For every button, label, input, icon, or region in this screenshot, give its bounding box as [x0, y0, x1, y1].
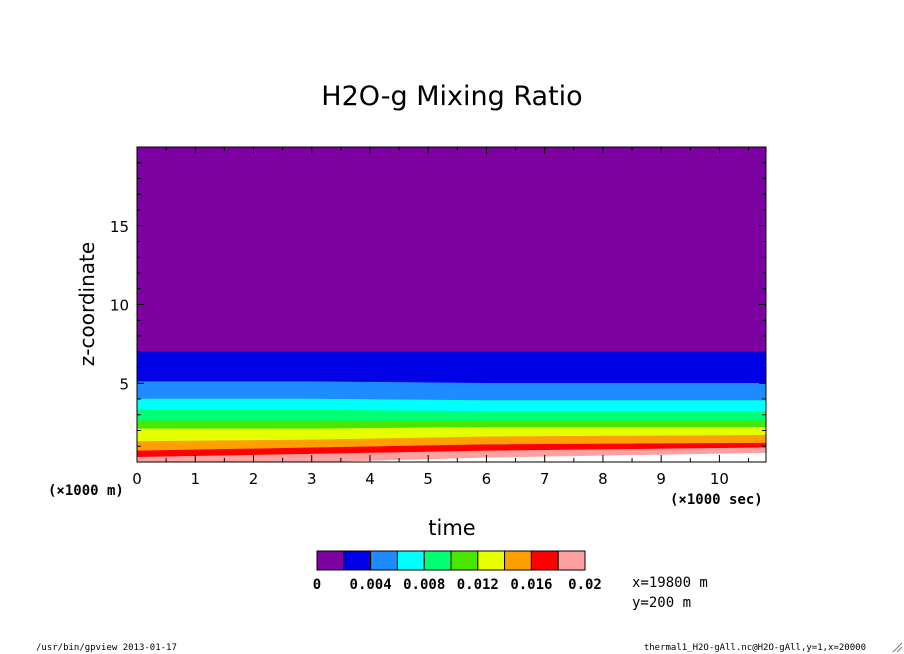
colorbar-swatch	[450, 550, 479, 571]
y-axis-label: z-coordinate	[75, 242, 99, 366]
x-tick-label: 5	[423, 470, 433, 488]
x-tick-label: 4	[365, 470, 375, 488]
x-axis-unit: (×1000 sec)	[670, 492, 763, 508]
chart-title: H2O-g Mixing Ratio	[321, 81, 582, 112]
colorbar-swatch	[477, 550, 506, 571]
y-tick-label: 5	[119, 375, 129, 393]
colorbar-swatch	[316, 550, 345, 571]
x-tick-label: 3	[307, 470, 317, 488]
colorbar-swatch	[396, 550, 425, 571]
x-position-info: x=19800 m	[632, 575, 708, 591]
x-tick-label: 7	[540, 470, 550, 488]
colorbar-label: 0.008	[403, 577, 445, 593]
y-position-info: y=200 m	[632, 595, 691, 611]
y-tick-label: 15	[110, 218, 129, 236]
axis-ticks	[136, 146, 766, 463]
colorbar-labels: 0 0.004 0.008 0.012 0.016 0.02	[313, 577, 602, 593]
footer-left: /usr/bin/gpview 2013-01-17	[36, 643, 177, 653]
colorbar-label: 0.016	[510, 577, 552, 593]
x-tick-label: 9	[656, 470, 666, 488]
y-axis-unit: (×1000 m)	[48, 483, 124, 499]
colorbar-label: 0.012	[457, 577, 499, 593]
y-tick-labels: 5 10 15	[110, 218, 129, 394]
x-tick-label: 0	[132, 470, 142, 488]
x-tick-label: 1	[190, 470, 200, 488]
colorbar-swatch	[370, 550, 398, 571]
x-tick-label: 2	[249, 470, 259, 488]
x-tick-label: 8	[598, 470, 608, 488]
contour-band-0	[136, 146, 767, 353]
colorbar-swatch	[557, 550, 586, 571]
resize-grip-icon[interactable]	[892, 642, 903, 653]
contour-band-4	[136, 409, 767, 422]
contour-band-3	[136, 398, 767, 412]
contour-band-1	[136, 351, 767, 384]
y-tick-label: 10	[110, 297, 129, 315]
footer-right: thermal1_H2O-gAll.nc@H2O-gAll,y=1,x=2000…	[644, 643, 866, 653]
colorbar	[316, 550, 586, 571]
colorbar-label: 0.02	[568, 577, 602, 593]
colorbar-swatch	[504, 550, 532, 571]
colorbar-swatch	[423, 550, 452, 571]
colorbar-label: 0	[313, 577, 321, 593]
contour-fills	[136, 146, 767, 463]
colorbar-swatch	[530, 550, 559, 571]
x-tick-label: 10	[710, 470, 729, 488]
contour-band-2	[136, 381, 767, 401]
x-axis-label: time	[428, 516, 475, 540]
x-tick-label: 6	[482, 470, 492, 488]
colorbar-swatch	[343, 550, 372, 571]
x-tick-labels: 0 1 2 3 4 5 6 7 8 9 10	[132, 470, 729, 488]
colorbar-label: 0.004	[350, 577, 392, 593]
